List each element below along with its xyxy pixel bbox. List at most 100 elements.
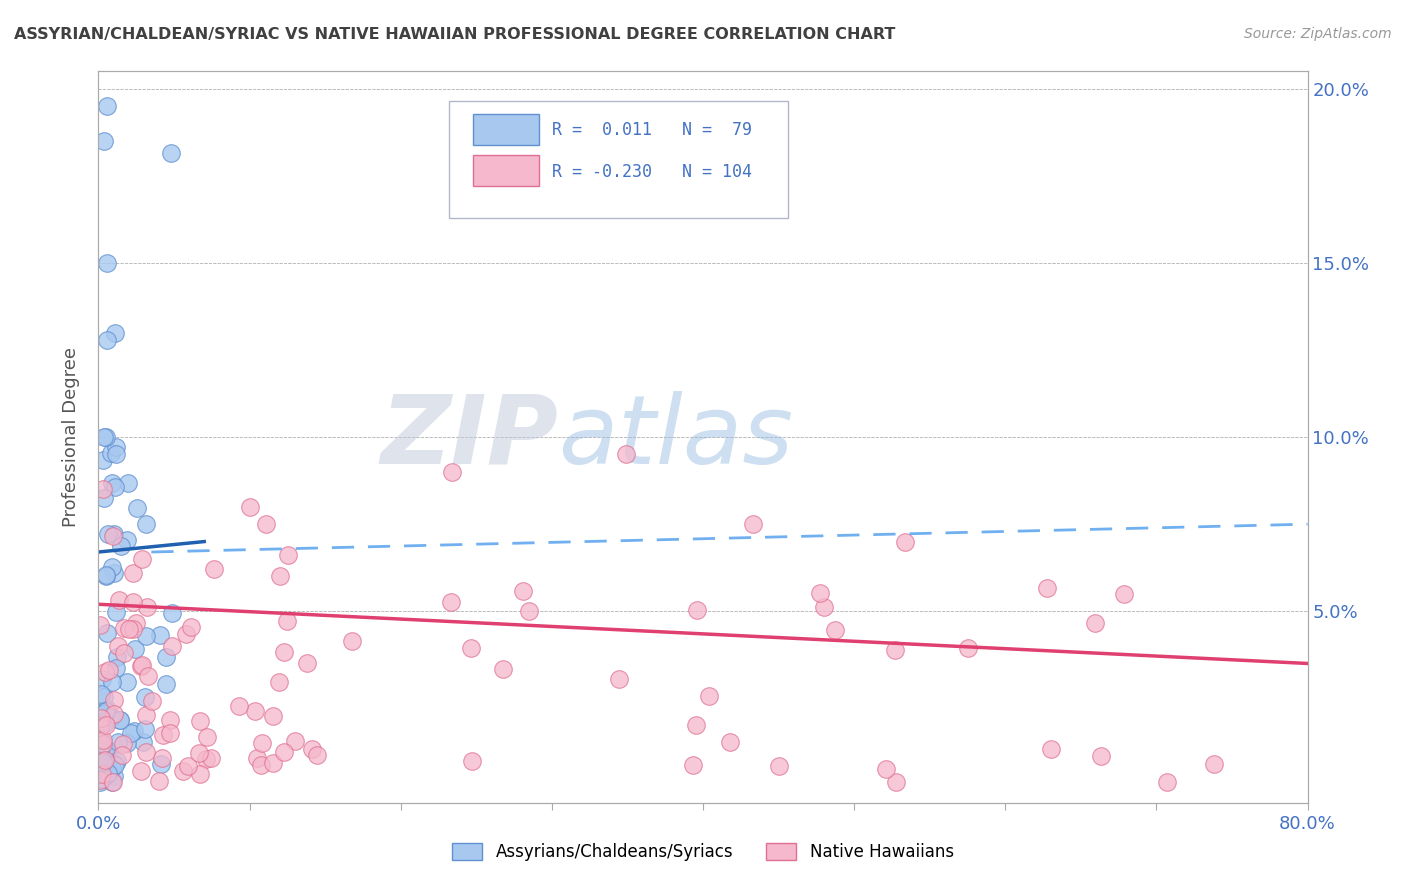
- Point: [1112, 587, 1135, 601]
- Point: [194, 752, 217, 766]
- Point: [200, 751, 222, 765]
- Point: [107, 735, 129, 749]
- Point: [90, 710, 112, 724]
- FancyBboxPatch shape: [474, 114, 538, 145]
- Point: [101, 475, 124, 490]
- Point: [110, 539, 132, 553]
- Point: [117, 475, 139, 490]
- Point: [93, 690, 115, 704]
- Point: [159, 726, 181, 740]
- Text: R = -0.230   N = 104: R = -0.230 N = 104: [551, 162, 752, 180]
- Point: [884, 775, 907, 789]
- Point: [517, 604, 540, 618]
- Point: [91, 737, 114, 751]
- Point: [273, 745, 295, 759]
- Point: [277, 548, 299, 562]
- Point: [284, 734, 307, 748]
- Point: [94, 568, 117, 582]
- Point: [91, 755, 114, 769]
- Point: [122, 724, 145, 739]
- Point: [120, 726, 142, 740]
- Point: [101, 674, 124, 689]
- Point: [121, 595, 143, 609]
- Point: [101, 761, 124, 775]
- Point: [1156, 775, 1178, 789]
- Point: [340, 634, 363, 648]
- Point: [131, 657, 153, 672]
- Point: [228, 699, 250, 714]
- Point: [115, 533, 138, 547]
- Point: [150, 757, 173, 772]
- Point: [97, 663, 120, 677]
- Text: atlas: atlas: [558, 391, 793, 483]
- Point: [894, 534, 917, 549]
- Point: [160, 607, 183, 621]
- Point: [136, 669, 159, 683]
- Point: [94, 742, 117, 756]
- Point: [105, 650, 128, 665]
- Point: [100, 709, 122, 723]
- Point: [172, 764, 194, 778]
- Point: [132, 735, 155, 749]
- Point: [91, 763, 114, 777]
- Point: [91, 453, 114, 467]
- Point: [685, 718, 707, 732]
- Point: [96, 625, 118, 640]
- Point: [239, 500, 262, 514]
- Point: [96, 702, 118, 716]
- Point: [101, 529, 124, 543]
- Point: [149, 628, 172, 642]
- Point: [103, 757, 125, 772]
- Point: [98, 708, 121, 723]
- Text: Source: ZipAtlas.com: Source: ZipAtlas.com: [1244, 27, 1392, 41]
- Point: [103, 707, 125, 722]
- Point: [276, 614, 298, 628]
- Point: [131, 552, 153, 566]
- Point: [112, 622, 135, 636]
- Point: [875, 763, 897, 777]
- Point: [254, 517, 277, 532]
- Point: [135, 745, 157, 759]
- Point: [110, 713, 132, 727]
- Point: [100, 446, 122, 460]
- Point: [104, 448, 127, 462]
- Point: [101, 775, 124, 789]
- Point: [122, 566, 145, 580]
- Point: [813, 599, 835, 614]
- Point: [180, 620, 202, 634]
- Point: [91, 732, 114, 747]
- Point: [246, 751, 269, 765]
- Point: [808, 586, 831, 600]
- Point: [103, 692, 125, 706]
- Point: [129, 764, 152, 778]
- Point: [1090, 748, 1112, 763]
- Point: [202, 562, 225, 576]
- Point: [884, 643, 907, 657]
- Y-axis label: Professional Degree: Professional Degree: [62, 347, 80, 527]
- Point: [262, 709, 284, 723]
- Point: [155, 676, 177, 690]
- Point: [103, 526, 125, 541]
- Point: [824, 624, 846, 638]
- Point: [103, 566, 125, 580]
- Point: [89, 740, 111, 755]
- Point: [135, 708, 157, 723]
- Point: [94, 768, 117, 782]
- Point: [90, 714, 112, 729]
- Point: [492, 662, 515, 676]
- Point: [440, 595, 463, 609]
- Point: [94, 706, 117, 720]
- Point: [1202, 756, 1225, 771]
- FancyBboxPatch shape: [474, 155, 538, 186]
- Point: [107, 639, 129, 653]
- Point: [96, 747, 118, 762]
- Point: [460, 640, 482, 655]
- Point: [174, 627, 197, 641]
- Point: [93, 491, 115, 505]
- Point: [104, 480, 127, 494]
- Point: [768, 759, 790, 773]
- Legend: Assyrians/Chaldeans/Syriacs, Native Hawaiians: Assyrians/Chaldeans/Syriacs, Native Hawa…: [446, 836, 960, 868]
- FancyBboxPatch shape: [449, 101, 787, 218]
- Point: [94, 665, 117, 679]
- Point: [89, 760, 111, 774]
